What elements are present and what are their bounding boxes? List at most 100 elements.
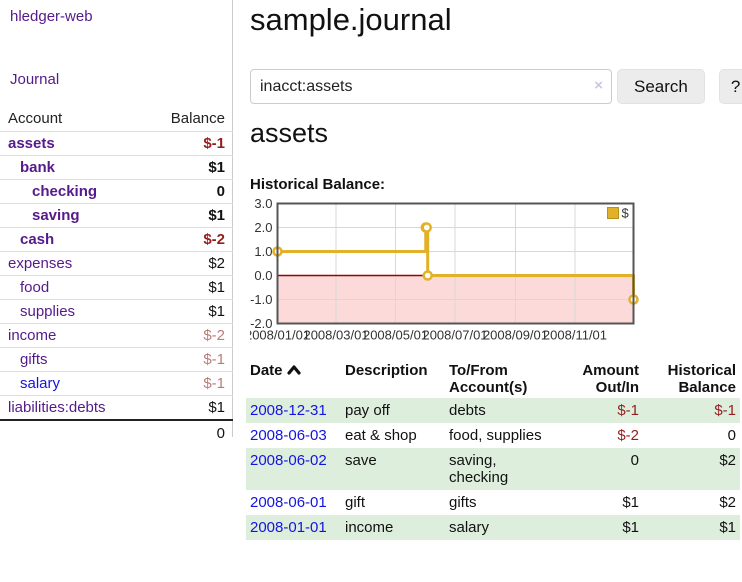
account-link-income[interactable]: income: [8, 327, 57, 344]
account-link-gifts[interactable]: gifts: [20, 351, 48, 368]
transaction-amount: $1: [622, 494, 639, 511]
search-help-button[interactable]: ?: [718, 69, 742, 104]
account-row: bank $1: [0, 155, 233, 179]
svg-text:2008/11/01: 2008/11/01: [543, 328, 607, 343]
account-balance: $-1: [203, 135, 225, 152]
account-link-expenses[interactable]: expenses: [8, 255, 73, 272]
account-row: salary $-1: [0, 371, 233, 395]
svg-text:$: $: [622, 206, 630, 221]
transaction-description: eat & shop: [345, 427, 417, 444]
page-title: sample.journal: [250, 2, 452, 37]
balance-column-header: Balance: [170, 110, 225, 127]
register-section: Date Description To/From Account(s) Amount …: [246, 359, 740, 540]
account-link-salary[interactable]: salary: [20, 375, 61, 392]
account-link-cash[interactable]: cash: [20, 231, 55, 248]
account-balance: $2: [208, 255, 225, 272]
transaction-accounts: gifts: [449, 494, 477, 511]
accounts-table: Account Balance assets $-1 bank $1 checking 0…: [0, 106, 233, 446]
register-column-amount-out-in: Amount Out/In: [582, 362, 639, 396]
accounts-total: 0: [0, 419, 233, 446]
svg-text:1.0: 1.0: [254, 244, 272, 259]
account-link-supplies[interactable]: supplies: [20, 303, 76, 320]
transaction-date-link[interactable]: 2008-06-01: [250, 494, 327, 511]
account-balance: 0: [216, 183, 225, 200]
search-input[interactable]: [250, 69, 612, 104]
svg-text:2008/05/01: 2008/05/01: [363, 328, 428, 343]
transaction-date-link[interactable]: 2008-01-01: [250, 519, 327, 536]
account-column-header: Account: [8, 110, 63, 127]
account-balance: $-2: [203, 231, 225, 248]
transaction-balance: $2: [719, 452, 736, 469]
account-balance: $1: [208, 207, 225, 224]
account-row: checking 0: [0, 179, 233, 203]
account-row: assets $-1: [0, 131, 233, 155]
account-link-food[interactable]: food: [20, 279, 50, 296]
account-row: gifts $-1: [0, 347, 233, 371]
account-link-checking[interactable]: checking: [32, 183, 98, 200]
historical-balance-chart: $3.0 2.0 1.0 0.0 -1.0 -2.0 2008/01/01 2008/03/0…: [245, 196, 715, 346]
clear-search-icon[interactable]: ×: [594, 77, 603, 94]
account-balance: $-1: [203, 351, 225, 368]
account-link-assets[interactable]: assets: [8, 135, 55, 152]
account-link-bank[interactable]: bank: [20, 159, 56, 176]
balance-chart-svg: $3.0 2.0 1.0 0.0 -1.0 -2.02008/01/012008/03/0…: [245, 196, 639, 343]
account-balance: $1: [208, 279, 225, 296]
transaction-accounts: saving, checking: [449, 452, 509, 486]
account-heading: assets: [250, 118, 329, 148]
transaction-accounts: food, supplies: [449, 427, 542, 444]
register-row: 2008-12-31 pay off debts $-1 $-1: [246, 398, 740, 423]
search-form: × Search ?: [250, 69, 742, 104]
transaction-accounts: debts: [449, 402, 486, 419]
svg-text:2008/09/01: 2008/09/01: [483, 328, 548, 343]
svg-text:-2.0: -2.0: [250, 316, 272, 331]
svg-text:3.0: 3.0: [254, 196, 272, 211]
chart-heading: Historical Balance:: [250, 176, 386, 193]
register-row: 2008-01-01 income salary $1 $1: [246, 515, 740, 540]
transaction-date-link[interactable]: 2008-12-31: [250, 402, 327, 419]
transaction-balance: 0: [727, 427, 736, 444]
account-link-liabilities-debts[interactable]: liabilities:debts: [8, 399, 106, 416]
sidebar-item-journal[interactable]: Journal: [10, 71, 60, 88]
account-row: supplies $1: [0, 299, 233, 323]
svg-text:0.0: 0.0: [254, 268, 272, 283]
transaction-amount: $-2: [617, 427, 639, 444]
transaction-description: gift: [345, 494, 366, 511]
app-title-link[interactable]: hledger-web: [10, 8, 93, 25]
account-balance: $-2: [203, 327, 225, 344]
register-row: 2008-06-03 eat & shop food, supplies $-2 0: [246, 423, 740, 448]
search-button[interactable]: Search: [617, 69, 705, 104]
account-row: cash $-2: [0, 227, 233, 251]
svg-text:2.0: 2.0: [254, 220, 272, 235]
register-row: 2008-06-02 save saving, checking 0 $2: [246, 448, 740, 490]
transaction-balance: $-1: [714, 402, 736, 419]
register-column-to-from-account-s-: To/From Account(s): [449, 362, 528, 396]
register-row: 2008-06-01 gift gifts $1 $2: [246, 490, 740, 515]
transaction-date-link[interactable]: 2008-06-03: [250, 427, 327, 444]
transaction-amount: 0: [630, 452, 639, 469]
transaction-balance: $1: [719, 519, 736, 536]
transaction-description: pay off: [345, 402, 390, 419]
transaction-description: income: [345, 519, 394, 536]
svg-text:2008/01/01: 2008/01/01: [250, 328, 310, 343]
svg-text:-1.0: -1.0: [250, 292, 272, 307]
svg-text:2008/03/01: 2008/03/01: [303, 328, 368, 343]
account-balance: $1: [208, 399, 225, 416]
transaction-accounts: salary: [449, 519, 490, 536]
register-table: Date Description To/From Account(s) Amount …: [246, 359, 740, 540]
account-row: food $1: [0, 275, 233, 299]
register-column-description: Description: [345, 362, 428, 379]
sidebar: hledger-web Journal Account Balance asse…: [0, 0, 233, 442]
transaction-description: save: [345, 452, 377, 469]
account-balance: $1: [208, 303, 225, 320]
search-box: ×: [250, 69, 612, 104]
register-column-date[interactable]: Date: [246, 359, 341, 398]
account-link-saving[interactable]: saving: [32, 207, 80, 224]
account-row: expenses $2: [0, 251, 233, 275]
transaction-date-link[interactable]: 2008-06-02: [250, 452, 327, 469]
transaction-balance: $2: [719, 494, 736, 511]
register-column-historical-balance: Historical Balance: [667, 362, 736, 396]
account-row: liabilities:debts $1: [0, 395, 233, 419]
account-row: income $-2: [0, 323, 233, 347]
account-balance: $1: [208, 159, 225, 176]
transaction-amount: $-1: [617, 402, 639, 419]
